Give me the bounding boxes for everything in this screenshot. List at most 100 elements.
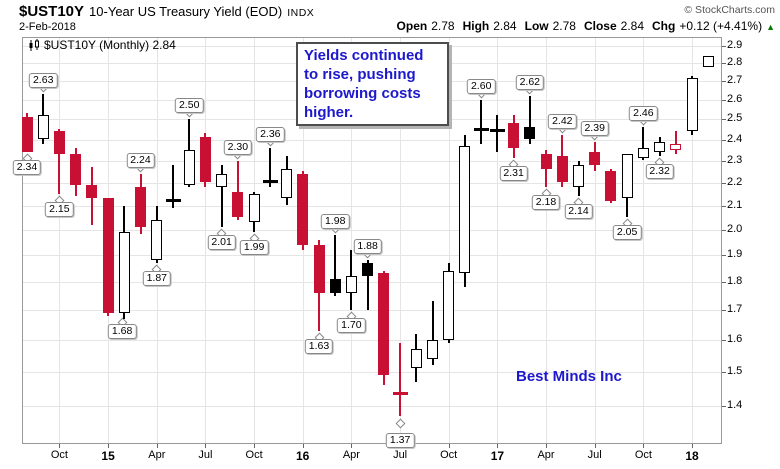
x-axis-label: Jul bbox=[587, 449, 602, 461]
stockcharts-copyright: © StockCharts.com bbox=[684, 4, 775, 16]
candle-body bbox=[345, 276, 357, 293]
candle-body bbox=[102, 198, 114, 313]
candle-body bbox=[378, 273, 390, 375]
y-axis-tick bbox=[722, 119, 726, 121]
price-flag: 2.36 bbox=[256, 126, 285, 142]
gridline-h bbox=[22, 254, 722, 256]
price-flag: 1.87 bbox=[142, 270, 172, 286]
candle-body bbox=[118, 232, 130, 313]
gridline-h bbox=[22, 339, 722, 341]
y-axis-tick bbox=[722, 46, 726, 47]
candle-body bbox=[151, 219, 163, 261]
x-axis-tick bbox=[156, 444, 158, 448]
y-axis-label: 2.8 bbox=[727, 56, 743, 69]
legend-label: $UST10Y (Monthly) 2.84 bbox=[44, 38, 176, 52]
y-axis-tick bbox=[722, 254, 726, 256]
price-flag: 1.63 bbox=[304, 338, 334, 354]
plot-legend: $UST10Y (Monthly) 2.84 bbox=[28, 38, 176, 52]
candle-wick bbox=[220, 164, 223, 228]
candle-wick bbox=[269, 147, 272, 187]
chg-value: +0.12 (+4.41%) bbox=[679, 19, 763, 33]
y-axis-label: 1.5 bbox=[727, 364, 743, 377]
close-value: 2.84 bbox=[620, 19, 645, 33]
candle-body bbox=[654, 141, 666, 152]
open-value: 2.78 bbox=[431, 19, 455, 33]
plot-frame bbox=[22, 37, 722, 444]
candle-wick bbox=[642, 127, 645, 161]
candle-body bbox=[86, 184, 98, 199]
symbol-label: $UST10Y bbox=[19, 3, 85, 20]
price-flag: 1.88 bbox=[353, 239, 382, 255]
chart-date: 2-Feb-2018 bbox=[19, 21, 76, 33]
price-flag: 2.05 bbox=[612, 225, 642, 241]
high-label: High bbox=[462, 19, 490, 33]
y-axis-tick bbox=[722, 81, 726, 83]
x-axis-label: 16 bbox=[296, 449, 310, 463]
x-axis-tick bbox=[448, 444, 450, 448]
x-axis-label: Apr bbox=[342, 449, 360, 461]
x-axis-tick bbox=[108, 444, 110, 448]
x-axis-label: Apr bbox=[537, 449, 555, 461]
candle-body bbox=[508, 123, 520, 148]
y-axis-tick bbox=[722, 139, 726, 141]
y-axis-label: 2.7 bbox=[727, 74, 743, 87]
candle-body bbox=[329, 278, 341, 293]
y-axis-label: 2.1 bbox=[727, 198, 743, 211]
candle-body bbox=[589, 152, 601, 165]
ohlc-readout: Open 2.78 High 2.84 Low 2.78 Close 2.84 … bbox=[397, 19, 775, 33]
candle-body bbox=[489, 128, 505, 132]
y-axis-label: 1.7 bbox=[727, 302, 743, 315]
candle-body bbox=[281, 169, 292, 199]
x-axis-tick bbox=[59, 444, 61, 448]
up-triangle-icon: ▲ bbox=[766, 22, 775, 32]
x-axis-label: Oct bbox=[440, 449, 458, 461]
close-label: Close bbox=[583, 19, 617, 33]
gridline-v bbox=[594, 37, 596, 444]
candle-wick bbox=[528, 96, 531, 144]
x-axis-tick bbox=[497, 444, 499, 448]
x-axis-label: 15 bbox=[101, 449, 115, 463]
candle-body bbox=[473, 127, 489, 131]
gridline-v bbox=[448, 37, 450, 444]
x-axis-label: 18 bbox=[685, 449, 699, 463]
price-flag: 1.70 bbox=[337, 317, 366, 333]
y-axis-label: 2.3 bbox=[727, 153, 743, 166]
price-flag: 2.60 bbox=[466, 78, 496, 94]
x-axis-label: Oct bbox=[634, 449, 652, 461]
y-axis-tick bbox=[722, 405, 726, 407]
x-axis-label: 17 bbox=[490, 449, 505, 463]
y-axis-tick bbox=[722, 229, 726, 231]
y-axis-tick bbox=[722, 182, 726, 184]
candle-body bbox=[70, 154, 82, 185]
candle-body bbox=[232, 191, 244, 218]
price-flag: 2.18 bbox=[531, 195, 561, 210]
low-label: Low bbox=[524, 19, 549, 33]
candle-body bbox=[443, 270, 455, 340]
price-flag: 2.01 bbox=[207, 235, 236, 251]
x-axis-tick bbox=[643, 444, 645, 448]
y-axis-label: 2.4 bbox=[727, 132, 743, 145]
price-flag: 2.39 bbox=[580, 120, 609, 136]
candle-body bbox=[573, 164, 584, 187]
gridline-h bbox=[22, 160, 722, 162]
x-axis-tick bbox=[351, 444, 353, 448]
x-axis-label: Apr bbox=[148, 449, 166, 461]
y-axis-tick bbox=[722, 371, 726, 373]
price-flag: 1.99 bbox=[239, 240, 269, 255]
candle-wick bbox=[674, 131, 677, 155]
x-axis-label: Jul bbox=[393, 449, 408, 461]
gridline-h bbox=[22, 281, 722, 283]
price-flag: 2.50 bbox=[174, 98, 204, 114]
candle-wick bbox=[58, 129, 61, 194]
candle-body bbox=[199, 137, 211, 183]
price-flag: 2.14 bbox=[564, 204, 593, 220]
annotation-line: Yields continued bbox=[304, 47, 424, 64]
candle-wick bbox=[431, 301, 434, 366]
high-value: 2.84 bbox=[493, 19, 517, 33]
gridline-h bbox=[22, 371, 722, 373]
gridline-v bbox=[400, 37, 402, 444]
candle-body bbox=[248, 193, 260, 223]
x-axis-tick bbox=[302, 444, 304, 448]
